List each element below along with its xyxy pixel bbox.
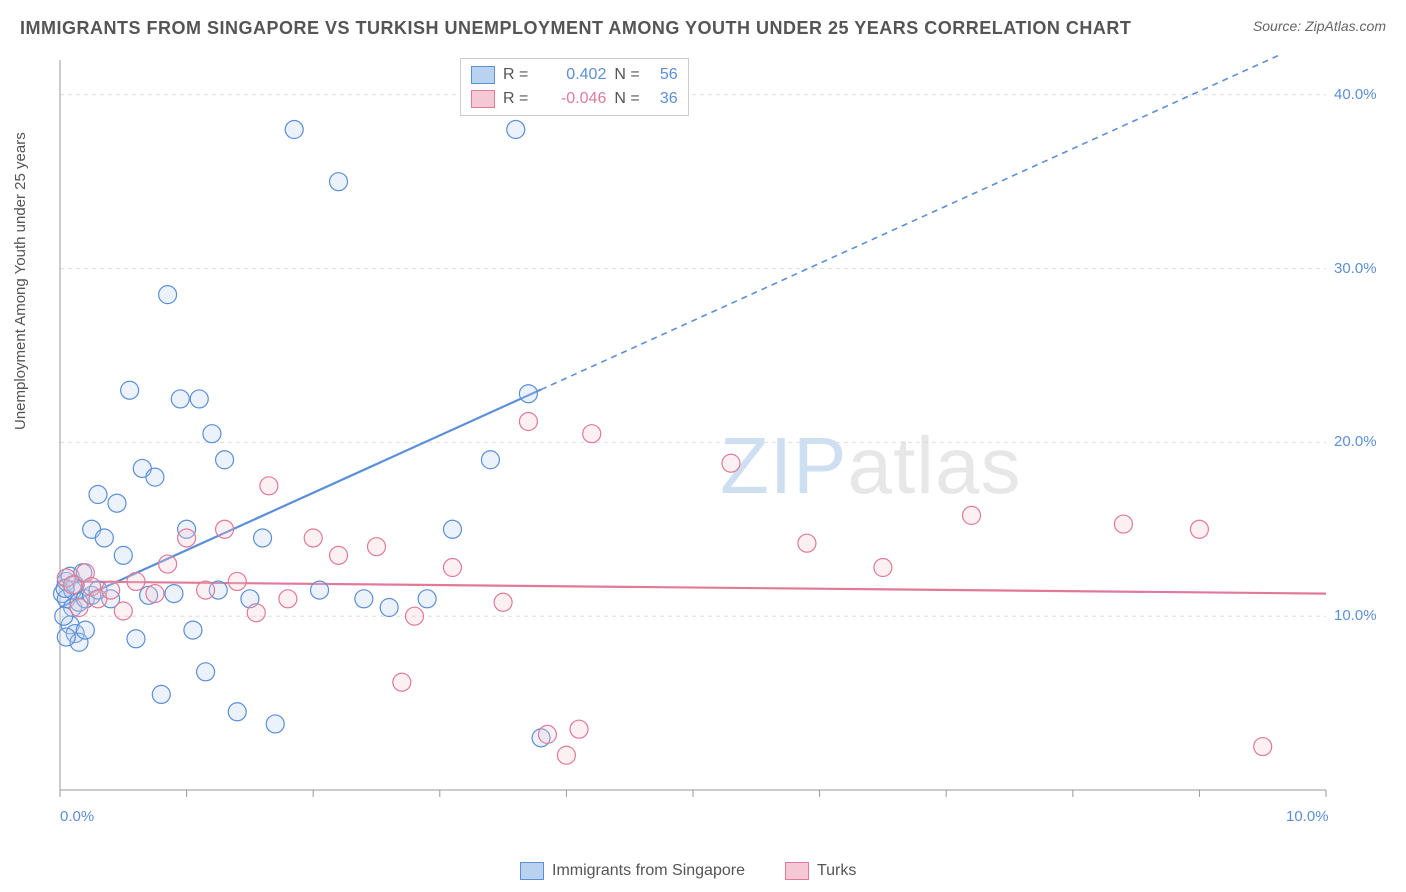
legend-r-label: R = xyxy=(503,90,528,108)
y-axis-label: Unemployment Among Youth under 25 years xyxy=(12,132,29,430)
legend-n-value-1: 56 xyxy=(648,66,678,84)
x-tick-label: 0.0% xyxy=(60,808,94,825)
bottom-legend: Immigrants from Singapore Turks xyxy=(520,862,856,880)
legend-n-label: N = xyxy=(614,66,639,84)
y-tick-label: 20.0% xyxy=(1334,433,1377,450)
y-tick-label: 40.0% xyxy=(1334,86,1377,103)
legend-n-value-2: 36 xyxy=(648,90,678,108)
y-tick-label: 30.0% xyxy=(1334,260,1377,277)
y-tick-label: 10.0% xyxy=(1334,607,1377,624)
legend-row-1: R = 0.402 N = 56 xyxy=(471,63,678,87)
source-label: Source: ZipAtlas.com xyxy=(1253,18,1386,34)
correlation-legend: R = 0.402 N = 56 R = -0.046 N = 36 xyxy=(460,58,689,116)
legend-swatch-icon xyxy=(520,862,544,880)
legend-n-label: N = xyxy=(614,90,639,108)
legend-row-2: R = -0.046 N = 36 xyxy=(471,87,678,111)
legend-r-value-2: -0.046 xyxy=(536,90,606,108)
scatter-plot xyxy=(50,55,1386,825)
bottom-legend-label-1: Immigrants from Singapore xyxy=(552,862,745,880)
legend-r-value-1: 0.402 xyxy=(536,66,606,84)
legend-swatch-2 xyxy=(471,90,495,108)
x-tick-label: 10.0% xyxy=(1286,808,1329,825)
bottom-legend-item-2: Turks xyxy=(785,862,856,880)
bottom-legend-label-2: Turks xyxy=(817,862,856,880)
chart-title: IMMIGRANTS FROM SINGAPORE VS TURKISH UNE… xyxy=(20,18,1131,39)
legend-swatch-1 xyxy=(471,66,495,84)
bottom-legend-item-1: Immigrants from Singapore xyxy=(520,862,745,880)
legend-r-label: R = xyxy=(503,66,528,84)
legend-swatch-icon xyxy=(785,862,809,880)
